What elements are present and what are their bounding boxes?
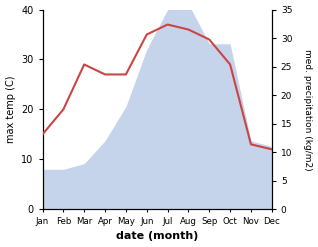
Y-axis label: med. precipitation (kg/m2): med. precipitation (kg/m2) [303, 49, 313, 170]
Y-axis label: max temp (C): max temp (C) [5, 76, 16, 143]
X-axis label: date (month): date (month) [116, 231, 198, 242]
